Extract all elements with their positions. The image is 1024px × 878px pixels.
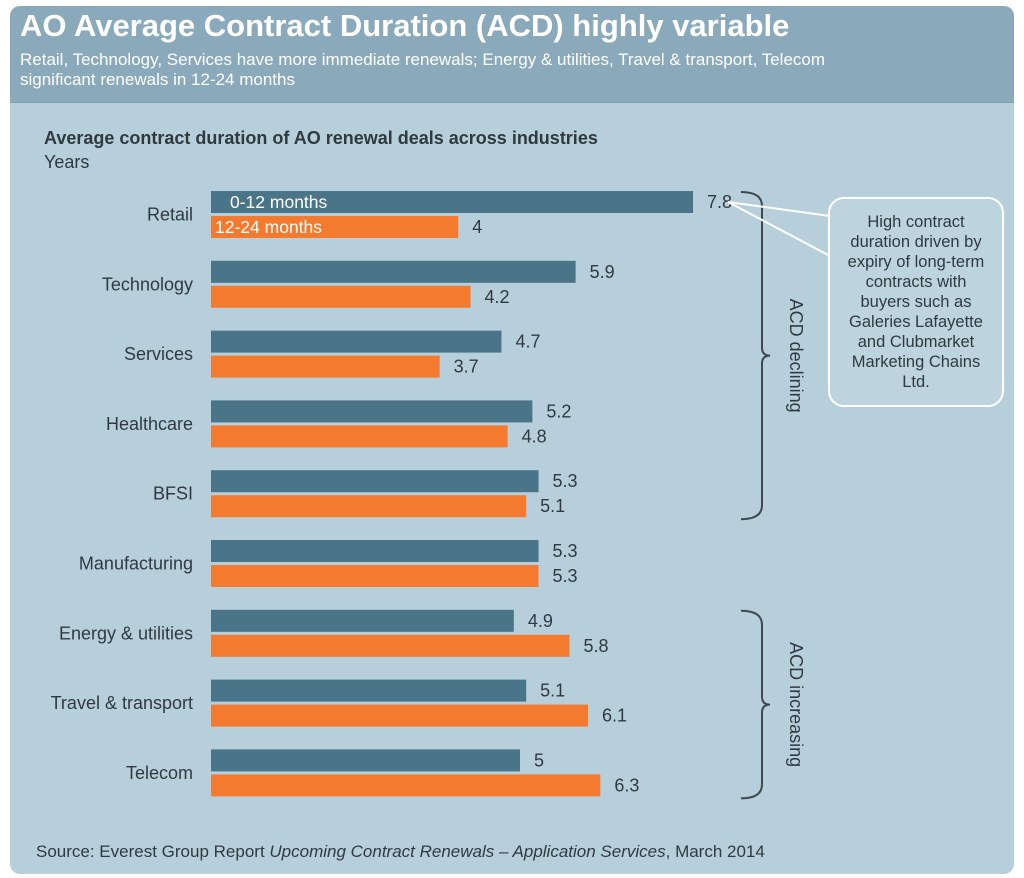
bar-12-24-months [211,285,471,308]
bar-12-24-months [211,704,588,727]
data-label: 5.1 [540,496,565,516]
bar-0-12-months [211,330,502,353]
bar-0-12-months [211,749,520,772]
data-label: 3.7 [454,357,479,377]
data-label: 4.2 [485,287,510,307]
header-band: AO Average Contract Duration (ACD) highl… [10,6,1014,103]
legend-entry: 0-12 months [230,192,328,212]
category-label: Services [124,344,193,364]
bar-0-12-months [211,609,514,632]
bar-0-12-months [211,400,533,423]
page-subtitle: Retail, Technology, Services have more i… [20,50,826,89]
callout-pointer-line [727,201,831,217]
chart-unit-label: Years [44,152,90,172]
bracket-acd-increasing [740,609,771,800]
category-label: Travel & transport [51,693,193,713]
page-title: AO Average Contract Duration (ACD) highl… [20,8,790,43]
data-label: 4.9 [528,611,553,631]
data-label: 5.3 [553,471,578,491]
category-label: BFSI [153,484,193,504]
category-label: Telecom [126,763,193,783]
category-label: Manufacturing [79,554,193,574]
chart-card: AO Average Contract Duration (ACD) highl… [10,6,1014,874]
data-label: 5 [534,750,544,770]
data-label: 4 [472,217,482,237]
bar-0-12-months [211,191,694,213]
data-label: 5.1 [540,681,565,701]
source-note: Source: Everest Group Report Upcoming Co… [36,842,765,862]
legend-entry: 12-24 months [215,217,322,237]
bar-12-24-months [211,425,508,448]
data-label: 5.2 [546,401,571,421]
bar-12-24-months [211,634,570,657]
data-label: 6.1 [602,706,627,726]
bar-0-12-months [211,260,576,283]
bar-0-12-months [211,679,527,702]
bar-12-24-months [211,216,459,238]
source-prefix: Source: Everest Group Report [36,842,270,861]
data-label: 5.3 [553,541,578,561]
bar-12-24-months [211,355,440,378]
data-label: 5.9 [590,262,615,282]
bracket-label: ACD declining [786,299,806,413]
data-label: 6.3 [614,775,639,795]
chart-title: Average contract duration of AO renewal … [44,128,598,148]
category-label: Energy & utilities [59,623,193,643]
bar-12-24-months [211,774,601,797]
source-report-title: Upcoming Contract Renewals – Application… [269,842,666,861]
bar-0-12-months [211,540,539,562]
bracket-label: ACD increasing [786,642,806,767]
category-label: Healthcare [106,414,193,434]
bar-12-24-months [211,565,539,587]
data-label: 5.3 [553,566,578,586]
category-label: Technology [102,274,193,294]
bar-0-12-months [211,470,539,493]
bar-12-24-months [211,495,527,518]
callout-box: High contract duration driven by expiry … [828,197,1004,407]
callout-pointer-line [727,201,831,257]
bracket-acd-declining [740,191,771,521]
source-suffix: , March 2014 [665,842,765,861]
callout-text: High contract duration driven by expiry … [847,213,985,391]
bar-chart: Retail 7.8 4 Technology 5.9 4.2 Services 4.7 3.7… [51,191,831,800]
data-label: 7.8 [707,192,732,212]
data-label: 4.8 [522,426,547,446]
data-label: 5.8 [583,636,608,656]
category-label: Retail [147,205,193,225]
data-label: 4.7 [515,332,540,352]
